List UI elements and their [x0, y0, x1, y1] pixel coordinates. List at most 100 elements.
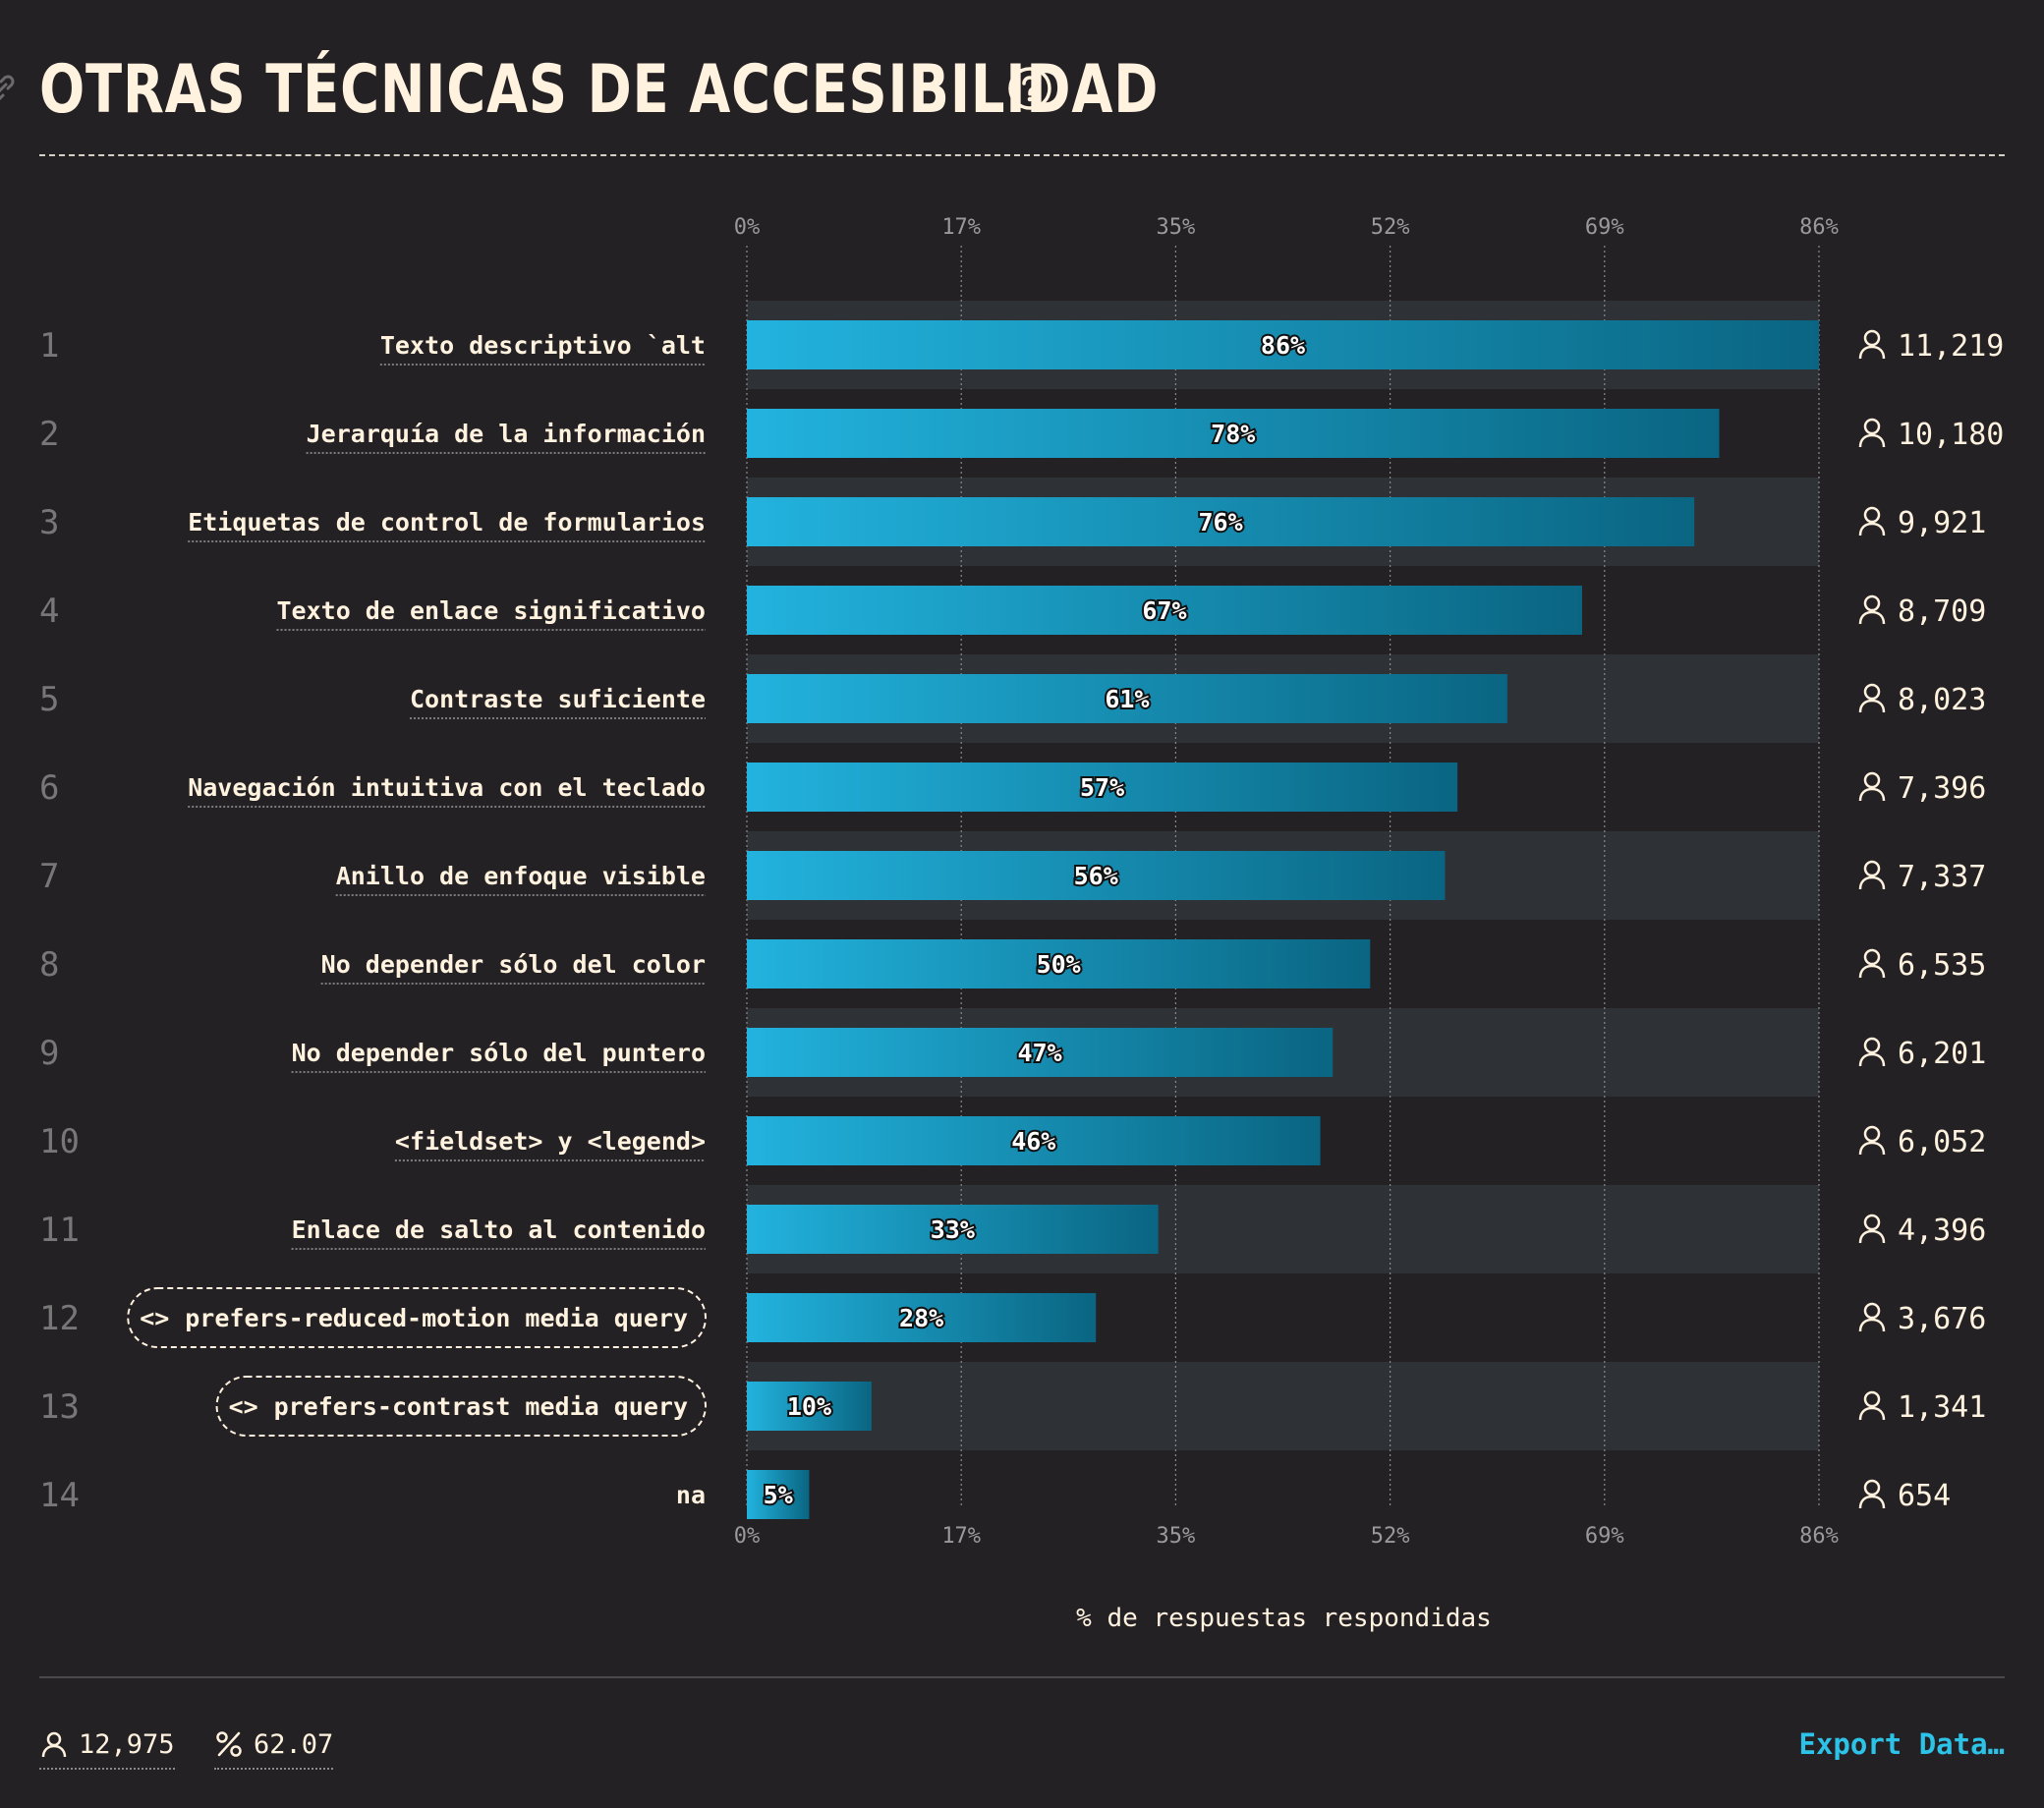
user-icon: [1863, 506, 1881, 524]
bar[interactable]: [747, 1382, 872, 1431]
user-icon-body: [1858, 433, 1886, 448]
respondent-count: 10,180: [1898, 418, 2004, 452]
user-icon: [1863, 418, 1881, 435]
bar-value-label: 78%: [1211, 420, 1255, 448]
user-icon: [1863, 948, 1881, 966]
category-label[interactable]: Navegación intuitiva con el teclado: [188, 773, 706, 802]
rank-label: 12: [39, 1299, 80, 1338]
bar[interactable]: [747, 763, 1458, 812]
bar-value-label: 56%: [1074, 862, 1118, 890]
category-label[interactable]: prefers-reduced-motion media query: [185, 1304, 688, 1332]
bar[interactable]: [747, 1028, 1334, 1077]
category-label[interactable]: na: [676, 1481, 706, 1509]
row-band: [747, 1362, 1819, 1450]
bar-chart: 0%0%17%17%35%35%52%52%69%69%86%86% % de …: [39, 215, 2004, 1633]
user-icon-body: [1858, 1406, 1886, 1421]
rank-label: 14: [39, 1476, 80, 1515]
category-label[interactable]: Anillo de enfoque visible: [336, 862, 706, 890]
percent-icon: [216, 1731, 242, 1757]
user-icon-body: [1858, 964, 1886, 979]
code-icon: <>: [229, 1392, 258, 1421]
rank-label: 7: [39, 857, 59, 896]
category-label[interactable]: No depender sólo del puntero: [292, 1039, 706, 1067]
x-tick-label-bottom: 52%: [1371, 1524, 1410, 1549]
user-icon-body: [1858, 1141, 1886, 1156]
user-icon: [1863, 1037, 1881, 1054]
bar[interactable]: [747, 409, 1720, 458]
code-pill[interactable]: [127, 1287, 707, 1348]
respondent-count: 6,201: [1898, 1037, 1986, 1071]
respondent-count: 3,676: [1898, 1302, 1986, 1336]
code-icon: <>: [140, 1304, 169, 1332]
link-icon[interactable]: [0, 69, 22, 108]
category-label[interactable]: Texto de enlace significativo: [277, 596, 707, 625]
category-label[interactable]: Etiquetas de control de formularios: [188, 508, 706, 537]
bar[interactable]: [747, 1293, 1097, 1342]
percentage-value: 62.07: [254, 1728, 334, 1760]
user-icon-body: [1858, 787, 1886, 802]
category-label[interactable]: Enlace de salto al contenido: [292, 1215, 706, 1244]
x-tick-label-top: 86%: [1799, 215, 1839, 240]
export-data-link[interactable]: Export Data…: [1798, 1727, 2005, 1761]
x-tick-label-top: 35%: [1157, 215, 1196, 240]
user-icon: [1863, 860, 1881, 877]
user-icon: [1863, 1479, 1881, 1497]
rank-label: 5: [39, 680, 59, 719]
user-icon: [1863, 683, 1881, 701]
x-tick-label-bottom: 35%: [1157, 1524, 1196, 1549]
category-label[interactable]: No depender sólo del color: [321, 950, 706, 979]
respondent-count: 1,341: [1898, 1390, 1986, 1425]
bar[interactable]: [747, 586, 1582, 635]
bar-value-label: 47%: [1018, 1039, 1062, 1067]
respondent-count: 7,396: [1898, 771, 1986, 806]
footer-divider: [39, 1676, 2005, 1678]
bar[interactable]: [747, 497, 1695, 546]
bar-value-label: 33%: [931, 1215, 975, 1244]
bar[interactable]: [747, 320, 1819, 369]
rank-label: 6: [39, 768, 59, 808]
bar[interactable]: [747, 851, 1446, 900]
respondent-count: 11,219: [1898, 329, 2004, 364]
x-tick-label-top: 17%: [941, 215, 981, 240]
bar[interactable]: [747, 1116, 1321, 1165]
category-label[interactable]: <fieldset> y <legend>: [395, 1127, 706, 1156]
user-icon-body: [1858, 1052, 1886, 1067]
user-icon-body: [1858, 699, 1886, 713]
user-icon: [1863, 329, 1881, 347]
bar-value-label: 67%: [1142, 596, 1186, 625]
bar[interactable]: [747, 939, 1371, 989]
bar-value-label: 10%: [787, 1392, 831, 1421]
user-icon-body: [1858, 1229, 1886, 1244]
bar-value-label: 5%: [764, 1481, 793, 1509]
rank-label: 4: [39, 592, 59, 631]
category-label[interactable]: Jerarquía de la información: [307, 420, 706, 448]
category-label[interactable]: Contraste suficiente: [410, 685, 706, 713]
bar-value-label: 57%: [1080, 773, 1124, 802]
x-tick-label-bottom: 86%: [1799, 1524, 1839, 1549]
title-divider: [39, 154, 2005, 156]
question-circle-icon[interactable]: [1006, 65, 1053, 112]
respondent-count: 7,337: [1898, 860, 1986, 894]
bar[interactable]: [747, 1470, 810, 1519]
category-label[interactable]: Texto descriptivo `alt: [380, 331, 706, 360]
respondent-count: 654: [1898, 1479, 1951, 1513]
x-tick-label-bottom: 0%: [734, 1524, 761, 1549]
user-icon: [1863, 771, 1881, 789]
bar[interactable]: [747, 674, 1507, 723]
user-icon: [1863, 1390, 1881, 1408]
respondent-count: 4,396: [1898, 1214, 1986, 1248]
code-pill[interactable]: [215, 1376, 707, 1437]
bar-value-label: 76%: [1198, 508, 1242, 537]
user-icon-body: [1858, 1495, 1886, 1509]
user-icon-body: [1858, 345, 1886, 360]
user-icon: [1863, 1214, 1881, 1231]
bar[interactable]: [747, 1205, 1159, 1254]
respondents-stat: 12,975: [39, 1724, 175, 1770]
rank-label: 9: [39, 1034, 59, 1073]
user-icon-body: [1858, 610, 1886, 625]
bar-value-label: 50%: [1037, 950, 1081, 979]
category-label[interactable]: prefers-contrast media query: [274, 1392, 688, 1421]
respondent-count: 9,921: [1898, 506, 1986, 540]
bar-value-label: 86%: [1261, 331, 1305, 360]
user-icon-body: [1858, 1318, 1886, 1332]
